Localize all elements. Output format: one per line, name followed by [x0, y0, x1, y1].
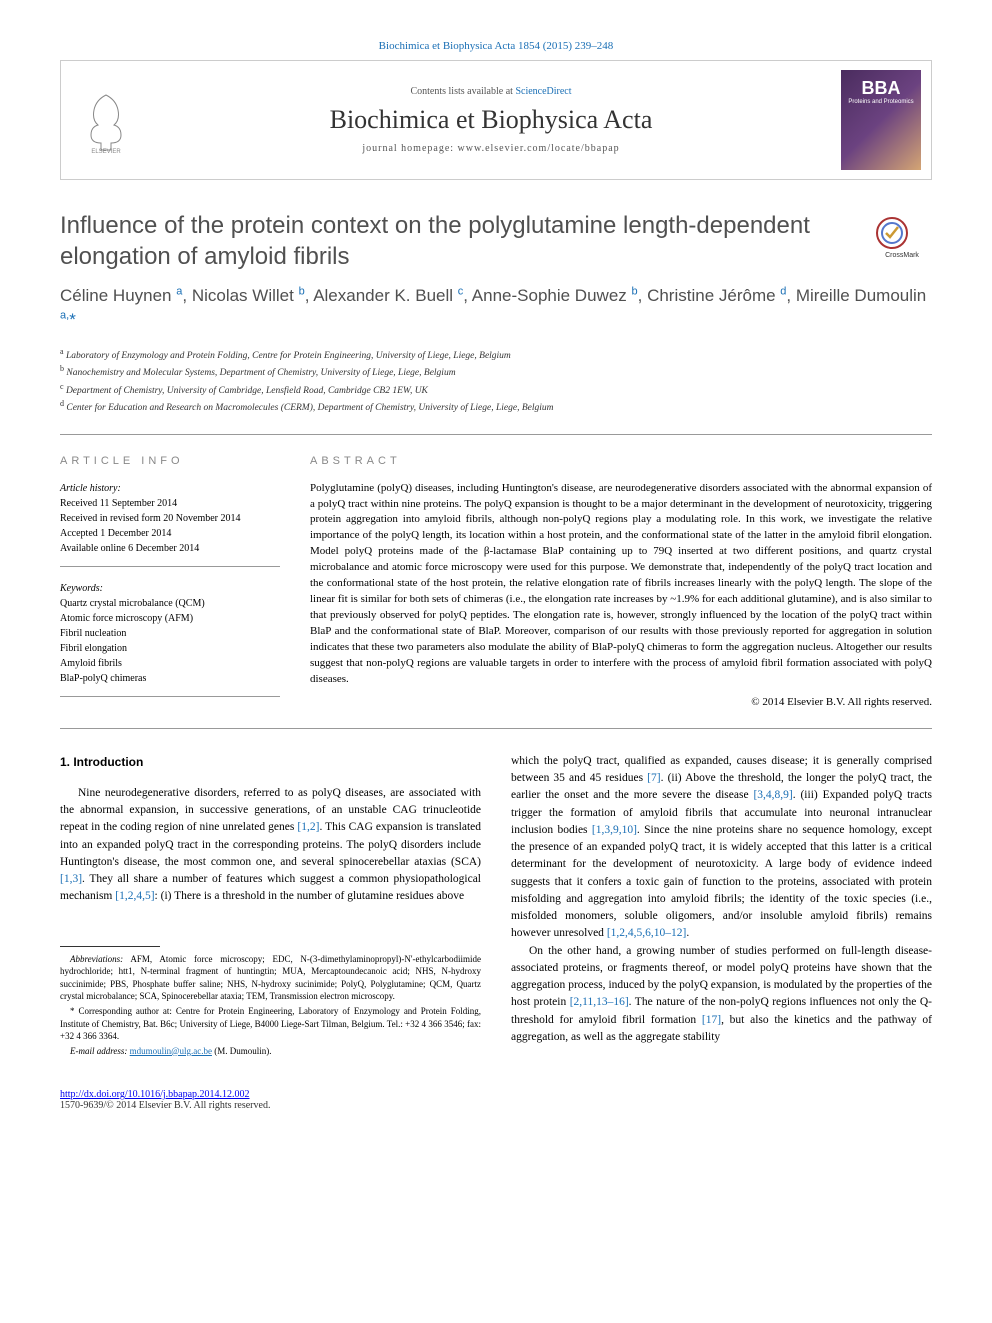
journal-homepage-line: journal homepage: www.elsevier.com/locat… — [362, 143, 619, 154]
keyword-line: Quartz crystal microbalance (QCM) — [60, 596, 280, 611]
body-paragraph: which the polyQ tract, qualified as expa… — [511, 753, 932, 943]
abstract-header: ABSTRACT — [310, 455, 932, 467]
keyword-line: BlaP-polyQ chimeras — [60, 671, 280, 686]
citation-ref[interactable]: [1,2,4,5,6,10–12] — [607, 927, 687, 939]
body-paragraph: Nine neurodegenerative disorders, referr… — [60, 785, 481, 906]
keyword-line: Fibril nucleation — [60, 626, 280, 641]
email-label: E-mail address: — [70, 1046, 127, 1056]
citation-ref[interactable]: [1,3] — [60, 873, 82, 885]
citation-ref[interactable]: [1,2,4,5] — [115, 890, 154, 902]
keywords-label: Keywords: — [60, 581, 280, 596]
contents-available-line: Contents lists available at ScienceDirec… — [410, 86, 571, 97]
affiliation-line: a Laboratory of Enzymology and Protein F… — [60, 346, 932, 363]
history-line: Received in revised form 20 November 201… — [60, 511, 280, 526]
citation-ref[interactable]: [17] — [702, 1014, 721, 1026]
contents-prefix: Contents lists available at — [410, 86, 515, 97]
email-footnote: E-mail address: mdumoulin@ulg.ac.be (M. … — [60, 1045, 481, 1058]
divider-bottom — [60, 728, 932, 729]
journal-header-box: ELSEVIER Contents lists available at Sci… — [60, 60, 932, 180]
abstract-text: Polyglutamine (polyQ) diseases, includin… — [310, 481, 932, 688]
corr-text: Corresponding author at: Centre for Prot… — [60, 1006, 481, 1041]
homepage-prefix: journal homepage: — [362, 143, 457, 154]
corresponding-footnote: * Corresponding author at: Centre for Pr… — [60, 1005, 481, 1043]
footnotes-block: Abbreviations: AFM, Atomic force microsc… — [60, 953, 481, 1058]
affiliation-line: c Department of Chemistry, University of… — [60, 381, 932, 398]
bba-cover-thumbnail: BBA Proteins and Proteomics — [841, 70, 921, 170]
authors-line: Céline Huynen a, Nicolas Willet b, Alexa… — [60, 284, 932, 332]
top-citation: Biochimica et Biophysica Acta 1854 (2015… — [60, 40, 932, 52]
citation-ref[interactable]: [3,4,8,9] — [753, 789, 792, 801]
journal-name: Biochimica et Biophysica Acta — [330, 105, 653, 135]
email-suffix: (M. Dumoulin). — [214, 1046, 271, 1056]
citation-ref[interactable]: [1,2] — [297, 821, 319, 833]
elsevier-logo-box: ELSEVIER — [61, 61, 151, 179]
keyword-line: Amyloid fibrils — [60, 656, 280, 671]
divider-top — [60, 434, 932, 435]
svg-text:ELSEVIER: ELSEVIER — [91, 149, 121, 155]
corr-email-link[interactable]: mdumoulin@ulg.ac.be — [130, 1046, 212, 1056]
corr-star-icon: * — [69, 310, 76, 329]
svg-text:CrossMark: CrossMark — [885, 252, 919, 259]
bba-subtitle: Proteins and Proteomics — [848, 99, 913, 105]
citation-ref[interactable]: [2,11,13–16] — [570, 996, 629, 1008]
abstract-column: ABSTRACT Polyglutamine (polyQ) diseases,… — [310, 455, 932, 708]
crossmark-icon[interactable]: CrossMark — [872, 215, 932, 260]
article-info-column: ARTICLE INFO Article history: Received 1… — [60, 455, 280, 708]
doi-link[interactable]: http://dx.doi.org/10.1016/j.bbapap.2014.… — [60, 1089, 250, 1100]
abbrev-label: Abbreviations: — [70, 954, 123, 964]
bba-logo-text: BBA — [862, 78, 901, 99]
keyword-line: Atomic force microscopy (AFM) — [60, 611, 280, 626]
keyword-line: Fibril elongation — [60, 641, 280, 656]
history-label: Article history: — [60, 481, 280, 496]
history-line: Available online 6 December 2014 — [60, 541, 280, 556]
corr-star: * — [70, 1006, 75, 1016]
section-1-heading: 1. Introduction — [60, 753, 481, 771]
affiliations-block: a Laboratory of Enzymology and Protein F… — [60, 346, 932, 416]
history-line: Accepted 1 December 2014 — [60, 526, 280, 541]
body-paragraph: On the other hand, a growing number of s… — [511, 943, 932, 1047]
keywords-block: Keywords: Quartz crystal microbalance (Q… — [60, 581, 280, 697]
affiliation-line: d Center for Education and Research on M… — [60, 398, 932, 415]
homepage-url: www.elsevier.com/locate/bbapap — [458, 143, 620, 154]
history-line: Received 11 September 2014 — [60, 496, 280, 511]
page-footer: http://dx.doi.org/10.1016/j.bbapap.2014.… — [60, 1089, 932, 1111]
header-center: Contents lists available at ScienceDirec… — [151, 61, 831, 179]
elsevier-tree-logo: ELSEVIER — [76, 85, 136, 155]
affiliation-line: b Nanochemistry and Molecular Systems, D… — [60, 363, 932, 380]
article-info-header: ARTICLE INFO — [60, 455, 280, 467]
sciencedirect-link[interactable]: ScienceDirect — [515, 86, 571, 97]
issn-copyright: 1570-9639/© 2014 Elsevier B.V. All right… — [60, 1100, 932, 1111]
body-columns: 1. Introduction Nine neurodegenerative d… — [60, 753, 932, 1060]
abbrev-text: AFM, Atomic force microscopy; EDC, N-(3-… — [60, 954, 481, 1002]
footnote-divider — [60, 946, 160, 947]
article-history-block: Article history: Received 11 September 2… — [60, 481, 280, 567]
cover-box: BBA Proteins and Proteomics — [831, 61, 931, 179]
citation-ref[interactable]: [7] — [647, 772, 660, 784]
article-title: Influence of the protein context on the … — [60, 210, 852, 272]
body-left-column: 1. Introduction Nine neurodegenerative d… — [60, 753, 481, 1060]
citation-ref[interactable]: [1,3,9,10] — [592, 824, 637, 836]
abbreviations-footnote: Abbreviations: AFM, Atomic force microsc… — [60, 953, 481, 1003]
abstract-copyright: © 2014 Elsevier B.V. All rights reserved… — [310, 696, 932, 708]
body-right-column: which the polyQ tract, qualified as expa… — [511, 753, 932, 1060]
